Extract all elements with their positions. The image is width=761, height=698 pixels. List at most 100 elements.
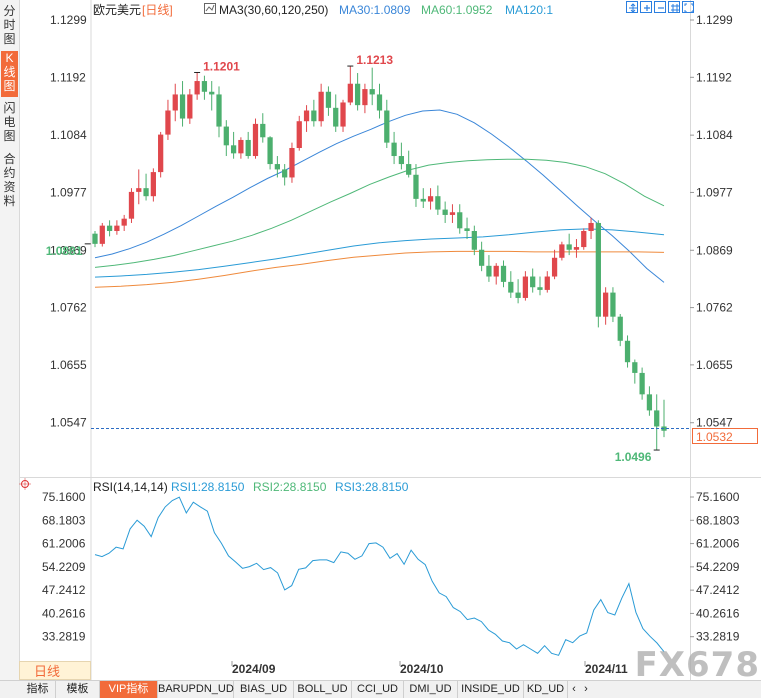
tab-kline[interactable]: K线图 [1, 51, 18, 97]
candle-body-57 [508, 281, 514, 293]
candle-body-60 [530, 276, 536, 288]
rsi-series-rsi1 [94, 496, 665, 656]
scroll-left-arrow[interactable]: ‹ [572, 683, 576, 695]
candle-body-39 [376, 94, 383, 111]
candle-body-25 [274, 164, 280, 170]
period-label: [日线] [142, 3, 173, 17]
tab-bias[interactable]: BIAS_UD [234, 681, 294, 698]
candle-body-27 [289, 147, 295, 178]
tab-contract-info[interactable]: 合约资料 [3, 152, 16, 208]
rsi-tick-left-5: 40.2616 [42, 606, 86, 620]
tab-boll[interactable]: BOLL_UD [294, 681, 352, 698]
candle-body-72 [617, 316, 623, 341]
candle-body-11 [172, 94, 178, 111]
candle-body-38 [369, 89, 375, 95]
tab-kd[interactable]: KD_UD [524, 681, 568, 698]
candle-body-61 [537, 287, 543, 290]
rsi-tick-right-5: 40.2616 [696, 606, 740, 620]
rsi-tick-right-0: 75.1600 [696, 490, 740, 504]
tab-templates[interactable]: 模板 [56, 681, 100, 698]
candle-body-70 [603, 292, 609, 317]
candle-body-66 [573, 247, 580, 250]
rsi-tick-left-6: 33.2819 [42, 630, 86, 644]
tab-indicators[interactable]: 指标 [20, 681, 56, 698]
rsi-tick-right-1: 68.1803 [696, 513, 740, 527]
candle-body-28 [296, 121, 302, 148]
grid-icon[interactable] [668, 1, 680, 13]
tab-timeshare[interactable]: 分时图 [3, 4, 16, 46]
annotation-high-0: 1.1201 [203, 59, 240, 73]
price-axis: 1.1299 1.1299 1.1192 1.1192 1.1084 1.1084 1.09… [50, 13, 733, 430]
ma-line-ma120 [94, 228, 665, 278]
tab-dmi[interactable]: DMI_UD [404, 681, 458, 698]
tab-barupdn[interactable]: BARUPDN_UD [158, 681, 234, 698]
zoom-out-icon[interactable] [654, 1, 666, 13]
candle-body-58 [515, 292, 521, 298]
candle-body-14 [194, 81, 200, 95]
rsi-line [94, 496, 665, 656]
candle-body-4 [121, 218, 127, 226]
candle-body-76 [646, 394, 653, 411]
crosshair-icon[interactable] [19, 478, 31, 490]
scroll-right-arrow[interactable]: › [584, 683, 588, 695]
candle-body-12 [179, 94, 186, 119]
price-tick-left-3: 1.0977 [50, 185, 87, 199]
candle-body-9 [158, 134, 164, 173]
tab-flash-chart[interactable]: 闪电图 [3, 101, 16, 143]
candle-body-51 [464, 228, 470, 232]
expand-icon[interactable] [626, 1, 638, 13]
candle-body-62 [544, 276, 550, 290]
price-tick-right-1: 1.1192 [696, 70, 732, 84]
price-tick-right-2: 1.1084 [696, 128, 733, 142]
candle-body-16 [209, 91, 215, 95]
sidebar: 分时图 K线图 闪电图 合约资料 [0, 0, 20, 697]
ma-line-ma30 [94, 109, 665, 283]
annotation-low-3: 1.0496 [615, 450, 652, 464]
ma-line-ma250 [94, 250, 665, 288]
rsi-tick-left-0: 75.1600 [42, 490, 86, 504]
price-tick-right-3: 1.0977 [696, 185, 733, 199]
candle-body-37 [362, 89, 368, 106]
tab-cci[interactable]: CCI_UD [352, 681, 404, 698]
annotation-low-2: 1.0881 [46, 244, 83, 258]
candle-body-64 [559, 244, 565, 258]
candle-body-43 [406, 164, 412, 175]
ma60-value: MA60:1.0952 [421, 3, 493, 17]
date-tick-0: 2024/09 [232, 662, 276, 676]
tab-inside[interactable]: INSIDE_UD [458, 681, 524, 698]
candle-body-32 [325, 91, 332, 108]
candle-body-69 [595, 222, 601, 317]
candle-body-40 [384, 110, 390, 143]
zoom-in-icon[interactable] [640, 1, 652, 13]
chart-type-icon[interactable] [204, 3, 216, 14]
candle-body-46 [427, 196, 434, 202]
candle-body-44 [413, 174, 419, 199]
current-price-tag: 1.0532 [692, 428, 758, 444]
candle-body-71 [610, 292, 616, 317]
candle-body-13 [187, 94, 193, 119]
chart-canvas[interactable]: 欧元美元 [日线] MA3(30,60,120,250) MA30:1.0809… [0, 0, 761, 680]
candle-body-63 [551, 257, 558, 277]
price-tick-left-2: 1.1084 [50, 128, 87, 142]
candle-body-42 [398, 156, 405, 165]
candle-body-52 [471, 231, 477, 250]
period-button[interactable]: 日线 [19, 661, 91, 680]
rsi1-value: RSI1:28.8150 [171, 480, 245, 494]
rsi-tick-left-1: 68.1803 [42, 513, 86, 527]
rsi-axis: 75.1600 75.1600 68.1803 68.1803 61.2006 61.20… [42, 490, 740, 644]
price-annotations: 1.1201 1.1213 1.0881 1.0496 [46, 53, 660, 464]
ma30-value: MA30:1.0809 [339, 3, 411, 17]
rsi-tick-left-2: 61.2006 [42, 537, 86, 551]
ma120-value: MA120:1 [505, 3, 553, 17]
fullscreen-icon[interactable] [682, 1, 694, 13]
candle-body-15 [201, 81, 208, 92]
candle-body-55 [493, 265, 499, 277]
tab-vip-indicators[interactable]: VIP指标 [100, 681, 158, 698]
rsi3-value: RSI3:28.8150 [335, 480, 409, 494]
rsi-tick-right-3: 54.2209 [696, 560, 740, 574]
symbol-title: 欧元美元 [93, 3, 141, 17]
candle-body-22 [252, 123, 259, 157]
candle-body-77 [654, 410, 660, 427]
candle-body-29 [303, 110, 310, 122]
candle-body-35 [347, 83, 353, 103]
